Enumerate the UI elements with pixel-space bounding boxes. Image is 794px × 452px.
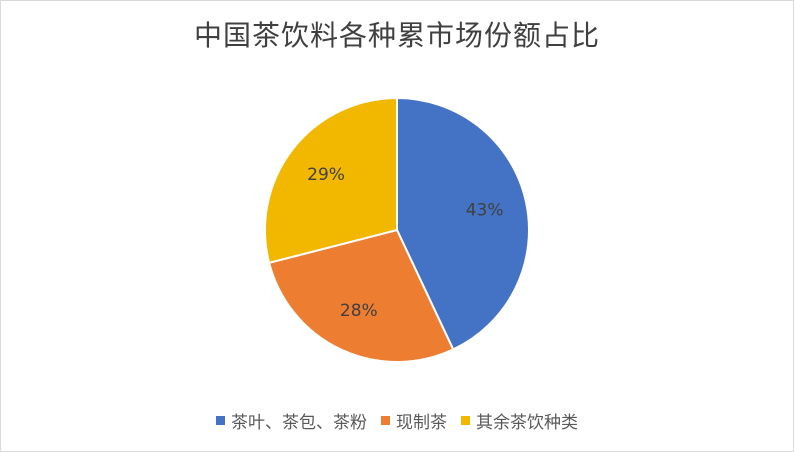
data-label: 29% [307,165,345,185]
legend-label: 现制茶 [396,413,447,433]
legend-label: 茶叶、茶包、茶粉 [231,413,367,433]
legend-swatch [381,416,390,425]
legend-item-tea-leaves: 茶叶、茶包、茶粉 [216,408,367,433]
pie-data-labels: 43% 28% 29% [307,165,503,321]
pie-slices [264,96,530,363]
legend-item-fresh-tea: 现制茶 [381,408,447,433]
legend-swatch [216,416,225,425]
legend-item-other-tea: 其余茶饮种类 [461,408,578,433]
legend-label: 其余茶饮种类 [476,413,578,433]
data-label: 43% [466,200,504,220]
data-label: 28% [340,301,378,321]
legend-swatch [461,416,470,425]
chart-title: 中国茶饮料各种累市场份额占比 [193,19,600,52]
chart-legend: 茶叶、茶包、茶粉 现制茶 其余茶饮种类 [0,408,794,433]
slice-tea-leaves [396,96,530,351]
slice-fresh-tea [267,228,455,363]
slice-other-tea [264,96,398,265]
